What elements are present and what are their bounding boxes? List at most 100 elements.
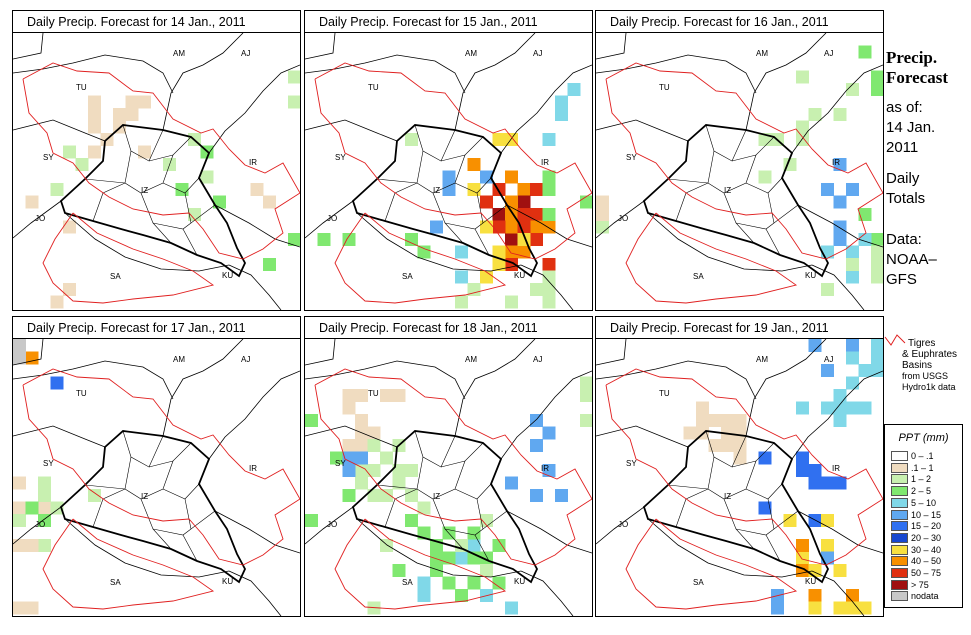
province-line — [765, 534, 781, 562]
border-line — [64, 518, 230, 578]
basin-outline — [22, 62, 300, 260]
precip-cell — [517, 220, 531, 234]
country-label: AJ — [824, 49, 833, 58]
legend-swatch — [891, 486, 908, 497]
country-label: KU — [222, 271, 233, 280]
precip-cell — [355, 476, 368, 490]
precip-cell — [567, 83, 581, 96]
totals-line: Daily — [886, 170, 920, 187]
panel-title: Daily Precip. Forecast for 16 Jan., 2011 — [596, 11, 883, 33]
legend-swatch — [891, 462, 908, 473]
title-line: Precip. — [886, 48, 938, 67]
precip-cell — [542, 426, 556, 440]
border-line — [64, 212, 230, 272]
country-label: SY — [335, 459, 346, 468]
border-line — [305, 360, 466, 400]
panel-title: Daily Precip. Forecast for 19 Jan., 2011 — [596, 317, 883, 339]
border-line — [454, 339, 536, 437]
precip-cell — [846, 258, 859, 271]
precip-cell — [417, 501, 431, 515]
legend-row: 0 – .1 — [891, 451, 934, 462]
country-label: IZ — [141, 186, 148, 195]
precip-cell — [833, 414, 847, 427]
precip-cell — [833, 401, 847, 415]
province-line — [84, 178, 126, 184]
province-line — [416, 150, 466, 194]
border-line — [305, 200, 354, 239]
country-label: SA — [693, 272, 704, 281]
precip-cell — [871, 364, 883, 377]
province-line — [667, 178, 709, 184]
tigris-euphrates-basin — [22, 368, 300, 610]
precip-cell — [555, 108, 568, 121]
precip-cell — [342, 401, 356, 415]
precip-grid — [13, 339, 101, 615]
iraq-border — [351, 124, 539, 278]
precip-cell — [821, 283, 834, 296]
precip-cell — [542, 295, 556, 309]
precip-cell — [846, 339, 859, 352]
precip-cell — [75, 158, 89, 171]
country-label: JO — [618, 520, 628, 529]
precip-cell — [13, 601, 26, 615]
precip-cell — [758, 170, 772, 184]
precip-cell — [250, 183, 264, 196]
precip-cell — [871, 83, 883, 96]
border-line — [745, 339, 827, 437]
precip-cell — [858, 45, 872, 59]
precip-cell — [833, 108, 847, 121]
legend-label: 20 – 30 — [911, 532, 942, 543]
precip-cell — [50, 183, 64, 196]
precip-cell — [455, 539, 468, 552]
precip-cell — [63, 220, 76, 234]
country-borders — [305, 339, 592, 616]
country-label: JO — [35, 520, 45, 529]
province-line — [735, 222, 775, 230]
province-line — [376, 178, 418, 184]
precip-cell — [380, 451, 393, 465]
country-label: IZ — [433, 186, 440, 195]
precip-cell — [580, 414, 592, 427]
precip-cell — [13, 539, 26, 552]
country-label: IR — [541, 464, 549, 473]
legend-label: 50 – 75 — [911, 568, 942, 578]
precip-cell — [821, 514, 834, 527]
border-line — [797, 204, 883, 248]
country-label: AM — [465, 355, 477, 364]
precip-cell — [405, 514, 418, 527]
border-line — [214, 204, 300, 248]
country-label: IZ — [724, 492, 731, 501]
precip-cell — [263, 258, 276, 271]
data-source-block: Data: NOAA– GFS — [886, 230, 937, 290]
country-label: IZ — [433, 492, 440, 501]
precip-cell — [871, 351, 883, 365]
legend-swatch — [891, 509, 908, 520]
precip-cell — [821, 476, 834, 490]
country-borders — [305, 33, 592, 310]
precip-grid — [305, 376, 592, 615]
country-label: KU — [805, 271, 816, 280]
country-label: SA — [402, 578, 413, 587]
province-line — [440, 136, 484, 162]
legend-row: 20 – 30 — [891, 532, 942, 544]
precip-cell — [125, 108, 139, 121]
border-line — [228, 570, 282, 616]
border-line — [506, 204, 592, 248]
border-line — [596, 119, 689, 142]
basin-outline — [605, 368, 883, 566]
country-label: IZ — [724, 186, 731, 195]
legend-row: .1 – 1 — [891, 462, 934, 474]
precip-cell — [405, 464, 418, 477]
country-label: JO — [618, 214, 628, 223]
border-line — [596, 200, 645, 239]
precip-cell — [708, 414, 722, 427]
basin-outline — [334, 518, 507, 610]
precip-cell — [405, 133, 418, 146]
legend-row: 50 – 75 — [891, 568, 941, 579]
iraq-border — [642, 430, 830, 584]
precip-cell — [138, 95, 151, 109]
precip-cell — [733, 451, 747, 465]
precip-cell — [871, 270, 883, 284]
precip-cell — [846, 601, 859, 615]
